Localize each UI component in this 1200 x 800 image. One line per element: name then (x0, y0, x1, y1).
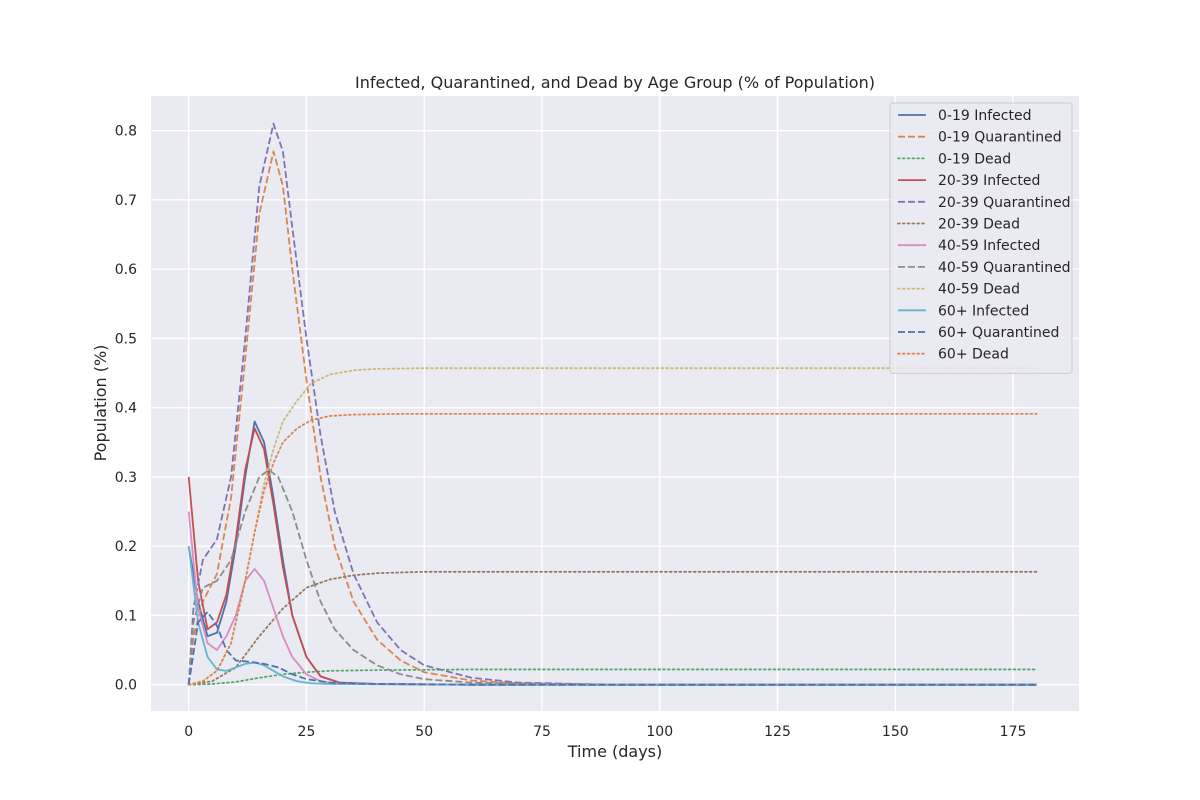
legend-box (889, 102, 1073, 374)
legend-label-60-infected: 60+ Infected (938, 303, 1029, 319)
y-tick-label: 0.7 (115, 193, 137, 209)
legend-label-40-59-infected: 40-59 Infected (938, 238, 1040, 254)
series-line-40-59-quarantined (187, 469, 1037, 686)
x-tick-labels: 0 25 50 75 100 125 150 175 (184, 724, 1026, 740)
x-tick-label: 125 (764, 724, 791, 740)
x-tick-label: 100 (646, 724, 673, 740)
series-line-60-infected (187, 546, 1037, 686)
series-line-20-39-quarantined (187, 122, 1037, 686)
legend-label-20-39-quarantined: 20-39 Quarantined (938, 195, 1071, 211)
y-tick-label: 0.8 (115, 124, 137, 140)
legend-label-20-39-dead: 20-39 Dead (938, 217, 1020, 233)
series-lines (187, 122, 1038, 686)
x-axis-label: Time (days) (567, 742, 663, 761)
x-tick-label: 75 (533, 724, 551, 740)
series-line-0-19-dead (187, 668, 1038, 686)
legend: 0-19 Infected 0-19 Quarantined 0-19 Dead 20… (889, 102, 1073, 374)
y-tick-label: 0.1 (115, 608, 137, 624)
y-tick-label: 0.0 (115, 678, 137, 694)
y-tick-label: 0.6 (115, 262, 137, 278)
legend-label-40-59-quarantined: 40-59 Quarantined (938, 260, 1071, 276)
legend-label-0-19-infected: 0-19 Infected (938, 108, 1031, 124)
x-tick-label: 50 (415, 724, 433, 740)
series-line-0-19-quarantined (187, 150, 1037, 686)
chart-title: Infected, Quarantined, and Dead by Age G… (355, 73, 875, 92)
x-tick-label: 25 (298, 724, 316, 740)
y-tick-label: 0.3 (115, 470, 137, 486)
y-tick-label: 0.2 (115, 539, 137, 555)
legend-label-40-59-dead: 40-59 Dead (938, 282, 1020, 298)
series-line-20-39-dead (187, 570, 1038, 686)
legend-label-0-19-quarantined: 0-19 Quarantined (938, 130, 1062, 146)
y-tick-labels: 0.0 0.1 0.2 0.3 0.4 0.5 0.6 0.7 0.8 (115, 124, 137, 694)
series-line-40-59-infected (187, 511, 1037, 686)
y-tick-label: 0.5 (115, 331, 137, 347)
series-line-60-dead (187, 412, 1038, 686)
legend-label-0-19-dead: 0-19 Dead (938, 151, 1011, 167)
series-line-60-quarantined (187, 611, 1037, 686)
y-axis-label: Population (%) (91, 345, 110, 462)
legend-label-60-dead: 60+ Dead (938, 347, 1009, 363)
legend-label-20-39-infected: 20-39 Infected (938, 173, 1040, 189)
x-tick-label: 0 (184, 724, 193, 740)
x-tick-label: 150 (882, 724, 909, 740)
legend-label-60-quarantined: 60+ Quarantined (938, 325, 1059, 341)
y-tick-label: 0.4 (115, 401, 137, 417)
x-tick-label: 175 (1000, 724, 1027, 740)
